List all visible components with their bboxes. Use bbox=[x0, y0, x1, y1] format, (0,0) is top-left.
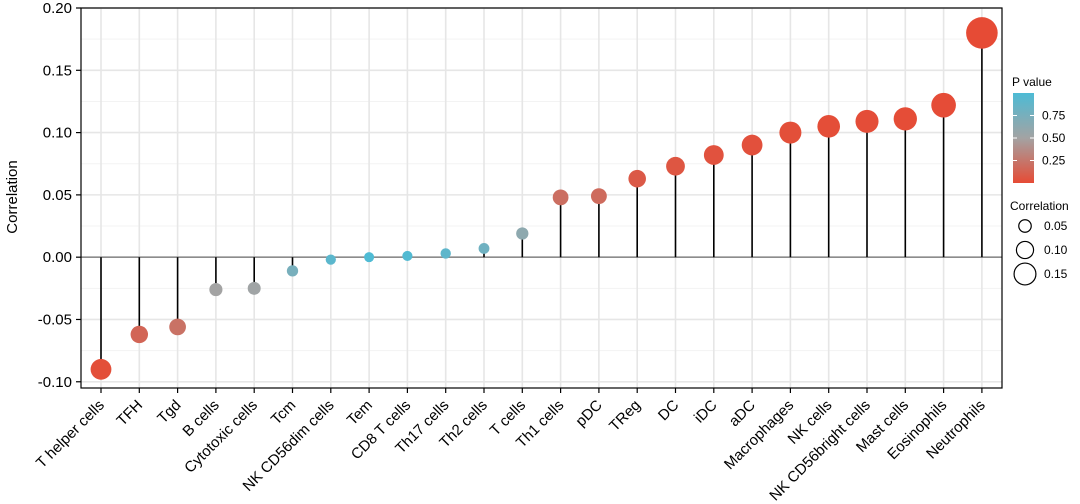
x-tick-label: TReg bbox=[606, 397, 644, 435]
pvalue-legend: P value 0.75 0.50 0.25 bbox=[1012, 75, 1066, 183]
data-point bbox=[666, 156, 685, 176]
y-tick-label: -0.05 bbox=[38, 311, 72, 328]
data-point bbox=[516, 227, 529, 240]
x-tick-label: DC bbox=[655, 397, 682, 424]
size-legend-label: 0.10 bbox=[1044, 243, 1068, 257]
data-point bbox=[286, 265, 299, 277]
data-point bbox=[209, 283, 223, 297]
data-point bbox=[931, 92, 956, 118]
x-tick-label: iDC bbox=[691, 397, 721, 427]
data-point bbox=[130, 325, 149, 344]
data-point bbox=[779, 121, 802, 144]
x-tick-label: aDC bbox=[726, 397, 759, 430]
data-point bbox=[364, 252, 375, 263]
y-axis: -0.10 -0.05 0.00 0.05 0.10 0.15 0.20 bbox=[38, 0, 81, 391]
y-tick-label: -0.10 bbox=[38, 374, 72, 391]
data-point bbox=[325, 254, 336, 265]
correlation-size-legend: Correlation 0.05 0.10 0.15 bbox=[1010, 199, 1069, 286]
plot-frame bbox=[80, 7, 1003, 389]
size-legend-key bbox=[1015, 240, 1035, 260]
plot-background bbox=[81, 8, 1002, 388]
data-point bbox=[590, 188, 607, 205]
x-tick-label: Tcm bbox=[268, 397, 299, 428]
data-point bbox=[817, 115, 840, 138]
data-point bbox=[893, 107, 917, 131]
size-legend-key bbox=[1013, 262, 1037, 286]
pvalue-legend-title: P value bbox=[1012, 75, 1052, 89]
x-tick-label: T helper cells bbox=[33, 397, 108, 472]
data-point bbox=[703, 145, 724, 165]
y-tick-label: 0.20 bbox=[43, 0, 72, 17]
lollipop-stems bbox=[100, 32, 983, 370]
colorbar-tick-label: 0.25 bbox=[1042, 154, 1066, 168]
data-point bbox=[478, 243, 490, 254]
x-tick-label: TFH bbox=[113, 397, 146, 430]
x-tick-label: pDC bbox=[572, 397, 605, 430]
y-tick-label: 0.10 bbox=[43, 125, 72, 142]
data-point bbox=[855, 109, 879, 133]
size-legend-title: Correlation bbox=[1010, 199, 1069, 213]
size-legend-label: 0.15 bbox=[1044, 267, 1068, 281]
data-point bbox=[628, 169, 646, 188]
x-tick-label: Tem bbox=[344, 397, 376, 429]
data-point bbox=[247, 281, 261, 295]
size-legend-label: 0.05 bbox=[1044, 219, 1068, 233]
data-point bbox=[90, 358, 112, 380]
pvalue-colorbar bbox=[1013, 93, 1034, 183]
data-point bbox=[552, 189, 569, 206]
x-tick-label: Tgd bbox=[154, 397, 184, 427]
size-legend-key bbox=[1018, 219, 1032, 233]
y-axis-label: Correlation bbox=[4, 160, 21, 233]
data-point bbox=[402, 250, 413, 261]
colorbar-tick-label: 0.75 bbox=[1042, 109, 1066, 123]
colorbar-tick-label: 0.50 bbox=[1042, 131, 1066, 145]
y-tick-label: 0.15 bbox=[43, 62, 72, 79]
lollipop-points bbox=[90, 17, 998, 380]
data-point bbox=[440, 248, 451, 259]
data-point bbox=[169, 318, 186, 336]
data-point bbox=[741, 134, 763, 156]
data-point bbox=[966, 17, 998, 49]
y-tick-label: 0.05 bbox=[43, 187, 72, 204]
y-tick-label: 0.00 bbox=[43, 249, 72, 266]
